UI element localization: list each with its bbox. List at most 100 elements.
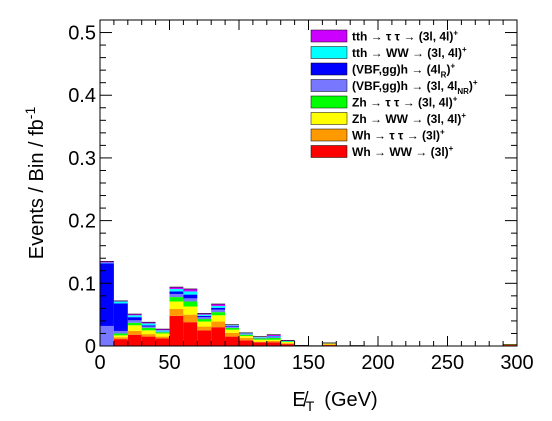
bar-segment: [127, 334, 142, 346]
x-tick-label: 50: [158, 352, 180, 374]
bar-segment: [197, 314, 212, 316]
legend-swatch: [310, 79, 348, 92]
legend-swatch: [310, 46, 348, 59]
bar-segment: [197, 326, 212, 331]
bar-segment: [127, 322, 142, 326]
axis-ticks: [99, 19, 518, 347]
bar-segment: [197, 330, 212, 346]
bar-segment: [239, 334, 253, 336]
x-tick-label: 100: [222, 352, 255, 374]
x-tick-label: 200: [361, 352, 394, 374]
bar-segment: [155, 331, 170, 333]
bar-segment: [266, 337, 281, 338]
bar-segment: [322, 343, 337, 344]
legend-item: tth → WW → (3l, 4l)+: [310, 45, 467, 60]
bar-segment: [141, 322, 156, 324]
y-tick-label: 0.1: [68, 273, 96, 295]
y-tick-label: 0.3: [68, 148, 96, 170]
bar-segment: [197, 313, 212, 315]
bar-segment: [503, 344, 517, 346]
bar-segment: [183, 298, 198, 302]
y-tick-label: 0.4: [68, 85, 96, 107]
bar-segment: [239, 332, 253, 334]
x-tick-label: 150: [292, 352, 325, 374]
bar-segment: [266, 334, 281, 336]
legend-swatch: [310, 62, 348, 76]
x-axis-title: E̸T (GeV): [292, 389, 377, 414]
legend-swatch: [310, 29, 348, 43]
bar-segment: [113, 300, 128, 302]
tick-labels: 0 50 100 150 200 250 300 0 0.1 0.2 0.3 0.4 0.5: [68, 23, 534, 374]
bar-segment: [225, 327, 239, 330]
bar-segment: [155, 330, 170, 332]
legend-item: Wh → τ τ → (3l)+: [310, 128, 445, 143]
bar-segment: [280, 341, 295, 344]
legend-swatch: [310, 95, 348, 109]
bar-segment: [252, 337, 267, 338]
bar-segment: [155, 338, 170, 346]
bar-segment: [155, 329, 170, 331]
bar-segment: [141, 325, 156, 327]
x-tick-label: 300: [500, 352, 533, 374]
y-axis-title: Events / Bin / fb-1: [22, 107, 48, 260]
bar-segment: [100, 262, 114, 264]
bar-segment: [280, 344, 295, 346]
bar-segment: [225, 326, 239, 328]
legend-item: (VBF,gg)h → (3l, 4lNR)+: [310, 78, 478, 96]
bar-segment: [113, 303, 128, 331]
bar-segment: [141, 326, 156, 328]
bar-segment: [322, 344, 337, 346]
bar-segment: [141, 334, 156, 337]
bar-segment: [169, 297, 184, 302]
bar-segment: [155, 336, 170, 339]
bar-segment: [127, 315, 142, 318]
bar-segment: [113, 330, 128, 334]
bar-segment: [113, 339, 128, 346]
legend-item: Wh → WW → (3l)+: [310, 144, 454, 159]
series-6: [100, 262, 295, 342]
legend-label: Zh → τ τ → (3l, 4l)+: [352, 95, 458, 110]
bar-segment: [113, 335, 128, 338]
legend-label: (VBF,gg)h → (3l, 4lNR)+: [352, 78, 478, 96]
bar-segment: [225, 336, 239, 346]
bar-segment: [183, 301, 198, 307]
legend-swatch: [310, 145, 348, 158]
x-tick-label: 0: [94, 352, 105, 374]
bar-segment: [225, 325, 239, 327]
bar-segment: [169, 309, 184, 316]
bar-segment: [266, 342, 281, 346]
legend-item: (VBF,gg)h → (4lR)+: [310, 62, 455, 80]
bar-segment: [183, 314, 198, 323]
legend-label: tth → τ τ → (3l, 4l)+: [352, 29, 458, 44]
bar-segment: [225, 332, 239, 337]
bar-segment: [211, 307, 226, 310]
bar-segment: [239, 335, 253, 338]
bar-segment: [252, 341, 267, 343]
bar-segment: [183, 294, 198, 299]
bar-segment: [183, 288, 198, 292]
bar-segment: [141, 336, 156, 346]
legend-label: (VBF,gg)h → (4lR)+: [352, 62, 455, 80]
bar-segment: [169, 291, 184, 294]
bar-segment: [225, 324, 239, 326]
bar-segment: [155, 333, 170, 337]
bar-segment: [100, 261, 114, 263]
bar-segment: [322, 343, 337, 345]
bar-segment: [100, 263, 114, 326]
bar-segment: [211, 303, 226, 306]
bar-segment: [127, 320, 142, 323]
bar-segment: [280, 340, 295, 342]
bar-segment: [225, 325, 239, 326]
bar-segment: [169, 288, 184, 292]
bar-segment: [252, 338, 267, 340]
bar-segment: [211, 305, 226, 308]
legend-label: Zh → WW → (3l, 4l)+: [352, 111, 466, 126]
series-1: [113, 309, 337, 346]
bar-segment: [266, 340, 281, 343]
bar-segment: [183, 291, 198, 295]
legend-label: Wh → WW → (3l)+: [352, 144, 454, 159]
legend-label: Wh → τ τ → (3l)+: [352, 128, 445, 143]
bar-segment: [239, 340, 253, 346]
legend-swatch: [310, 112, 348, 125]
